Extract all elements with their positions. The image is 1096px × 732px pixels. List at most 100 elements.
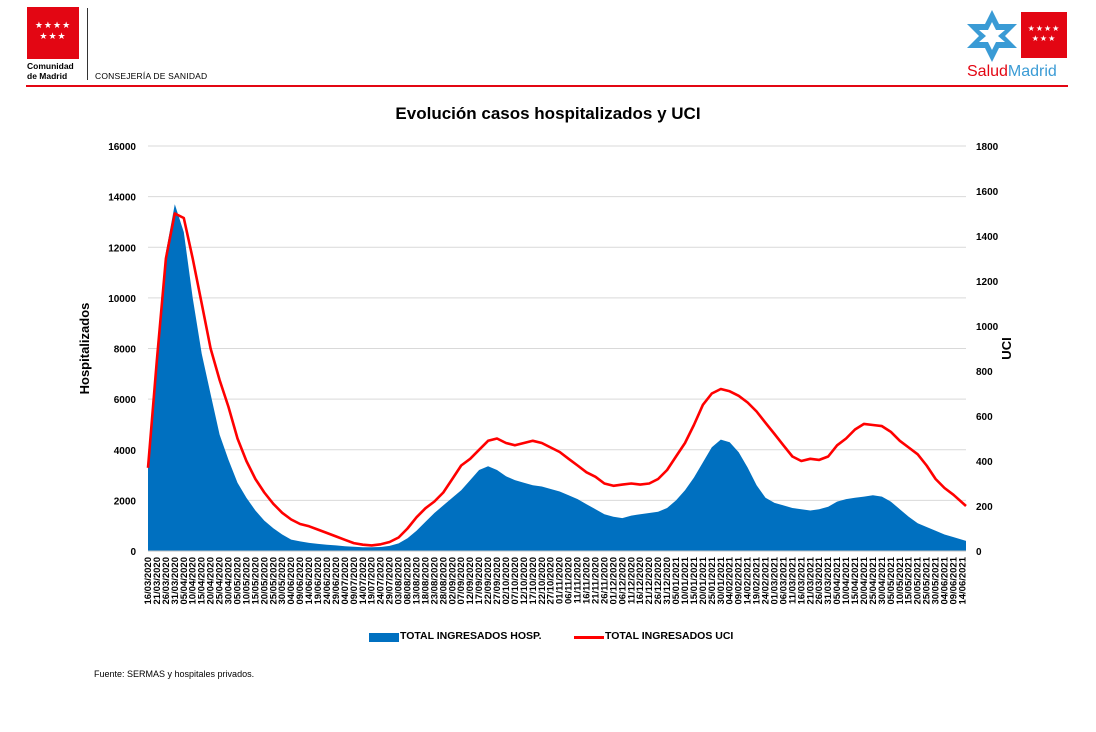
org-name: Comunidad de Madrid bbox=[27, 61, 97, 81]
x-tick-label: 17/09/2020 bbox=[474, 557, 485, 605]
org-name-line2: de Madrid bbox=[27, 71, 68, 81]
x-tick-label: 07/09/2020 bbox=[456, 557, 467, 605]
axes: 0 2000 4000 6000 8000 10000 12000 14000 16000 0 20… bbox=[108, 142, 998, 605]
x-tick-label: 05/04/2021 bbox=[832, 556, 843, 604]
stars-icon: ★★★★ ★★★ bbox=[1027, 24, 1061, 43]
x-tick-label: 12/10/2020 bbox=[519, 557, 530, 605]
x-tick-label: 14/07/2020 bbox=[358, 557, 369, 605]
y-tick-label-left: 2000 bbox=[114, 496, 137, 507]
x-tick-label: 28/08/2020 bbox=[438, 557, 449, 605]
x-tick-label: 15/04/2021 bbox=[850, 556, 861, 604]
x-tick-label: 24/06/2020 bbox=[322, 557, 333, 605]
x-tick-label: 15/05/2021 bbox=[904, 556, 915, 604]
x-tick-label: 26/03/2021 bbox=[814, 556, 825, 604]
x-tick-label: 25/01/2021 bbox=[707, 556, 718, 604]
x-tick-label: 27/09/2020 bbox=[492, 557, 503, 605]
uci-series-layer bbox=[146, 212, 967, 547]
series-line-uci bbox=[146, 212, 967, 547]
y-tick-label-left: 14000 bbox=[108, 193, 136, 204]
x-tick-label: 15/01/2021 bbox=[689, 556, 700, 604]
x-tick-label: 30/05/2020 bbox=[277, 557, 288, 605]
x-tick-label: 25/04/2020 bbox=[215, 557, 226, 605]
x-tick-label: 19/07/2020 bbox=[367, 557, 378, 605]
gridlines bbox=[148, 145, 966, 552]
y-tick-label-left: 4000 bbox=[114, 446, 137, 457]
legend-swatch-hosp bbox=[369, 633, 399, 642]
x-tick-label: 20/01/2021 bbox=[698, 556, 709, 604]
y-tick-label-left: 16000 bbox=[108, 142, 136, 153]
x-tick-label: 15/04/2020 bbox=[197, 557, 208, 605]
x-tick-label: 11/03/2021 bbox=[787, 556, 798, 604]
y-axis-label-right: UCI bbox=[999, 337, 1014, 359]
x-tick-label: 31/03/2020 bbox=[170, 557, 181, 605]
x-tick-label: 04/02/2021 bbox=[725, 556, 736, 604]
source-note: Fuente: SERMAS y hospitales privados. bbox=[94, 669, 255, 679]
y-tick-label-left: 12000 bbox=[108, 243, 136, 254]
madrid-flag-icon: ★★★★ ★★★ bbox=[1021, 12, 1067, 58]
x-tick-label: 21/03/2021 bbox=[805, 556, 816, 604]
x-tick-label: 01/03/2021 bbox=[770, 556, 781, 604]
x-tick-label: 05/05/2020 bbox=[233, 557, 244, 605]
x-tick-label: 06/03/2021 bbox=[778, 556, 789, 604]
x-tick-label: 26/03/2020 bbox=[161, 557, 172, 605]
x-tick-label: 25/04/2021 bbox=[868, 556, 879, 604]
x-tick-label: 24/02/2021 bbox=[761, 556, 772, 604]
salud-madrid-logo: ★★★★ ★★★ SaludMadrid bbox=[967, 10, 1071, 82]
x-tick-label: 20/04/2020 bbox=[206, 557, 217, 605]
x-tick-label: 30/04/2020 bbox=[224, 557, 235, 605]
x-tick-label: 30/05/2021 bbox=[931, 556, 942, 604]
x-tick-label: 10/04/2021 bbox=[841, 556, 852, 604]
x-tick-label: 09/06/2021 bbox=[949, 556, 960, 604]
x-tick-label: 16/12/2020 bbox=[635, 557, 646, 605]
x-tick-label: 21/03/2020 bbox=[152, 557, 163, 605]
y-tick-label-right: 1200 bbox=[976, 277, 999, 288]
x-tick-label: 19/06/2020 bbox=[313, 557, 324, 605]
x-tick-label: 05/05/2021 bbox=[886, 556, 897, 604]
header-divider bbox=[87, 8, 88, 80]
x-tick-label: 16/11/2020 bbox=[582, 557, 593, 604]
y-tick-label-right: 0 bbox=[976, 547, 982, 558]
series-area-hosp bbox=[148, 204, 966, 551]
x-tick-label: 03/08/2020 bbox=[394, 557, 405, 605]
y-tick-label-left: 8000 bbox=[114, 345, 137, 356]
legend-label-uci: TOTAL INGRESADOS UCI bbox=[605, 630, 734, 642]
y-tick-label-right: 400 bbox=[976, 457, 993, 468]
x-tick-label: 26/12/2020 bbox=[653, 557, 664, 605]
x-tick-label: 10/05/2020 bbox=[241, 557, 252, 605]
y-tick-label-right: 600 bbox=[976, 412, 993, 423]
y-tick-label-right: 1000 bbox=[976, 322, 999, 333]
x-tick-label: 12/09/2020 bbox=[465, 557, 476, 605]
x-tick-label: 02/10/2020 bbox=[501, 557, 512, 605]
x-tick-label: 10/04/2020 bbox=[188, 557, 199, 605]
y-tick-label-left: 6000 bbox=[114, 395, 137, 406]
x-tick-label: 01/11/2020 bbox=[555, 557, 566, 604]
x-tick-label: 17/10/2020 bbox=[528, 557, 539, 605]
x-tick-label: 04/06/2020 bbox=[286, 557, 297, 605]
y-tick-label-right: 800 bbox=[976, 367, 993, 378]
legend-label-hosp: TOTAL INGRESADOS HOSP. bbox=[400, 630, 542, 642]
x-tick-label: 11/12/2020 bbox=[626, 557, 637, 604]
x-tick-label: 31/03/2021 bbox=[823, 556, 834, 604]
x-tick-label: 25/05/2021 bbox=[922, 556, 933, 604]
x-tick-label: 16/03/2020 bbox=[143, 557, 154, 605]
x-tick-label: 04/07/2020 bbox=[340, 557, 351, 605]
chart-title: Evolución casos hospitalizados y UCI bbox=[395, 104, 701, 123]
x-tick-label: 10/05/2021 bbox=[895, 556, 906, 604]
y-tick-label-right: 1600 bbox=[976, 187, 999, 198]
brand-salud: Salud bbox=[967, 63, 1008, 80]
x-tick-label: 10/01/2021 bbox=[680, 556, 691, 604]
legend-swatch-uci bbox=[574, 636, 604, 639]
x-tick-label: 29/06/2020 bbox=[331, 557, 342, 605]
x-tick-label: 21/12/2020 bbox=[644, 557, 655, 605]
x-tick-label: 26/11/2020 bbox=[599, 557, 610, 604]
x-tick-label: 09/07/2020 bbox=[349, 557, 360, 605]
x-tick-label: 07/10/2020 bbox=[510, 557, 521, 605]
x-tick-label: 13/08/2020 bbox=[412, 557, 423, 605]
y-tick-label-right: 1800 bbox=[976, 142, 999, 153]
y-tick-label-right: 1400 bbox=[976, 232, 999, 243]
stars-icon: ★★★★ ★★★ bbox=[34, 21, 72, 42]
x-tick-label: 20/05/2021 bbox=[913, 556, 924, 604]
y-axis-label-left: Hospitalizados bbox=[77, 303, 92, 395]
